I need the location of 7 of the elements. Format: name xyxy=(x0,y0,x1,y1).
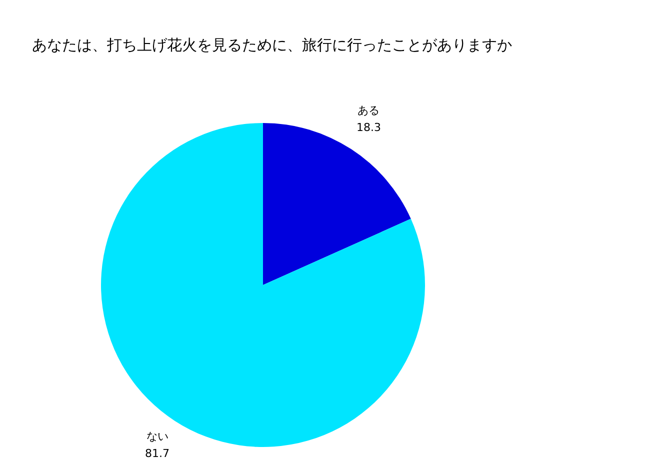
slice-label: ない xyxy=(146,430,168,444)
slice-label: ある xyxy=(358,104,380,117)
data-label: 18.3 xyxy=(356,120,381,134)
data-label: 81.7 xyxy=(145,447,170,460)
pie-slice xyxy=(101,123,425,447)
chart-title: あなたは、打ち上げ花火を見るために、旅行に行ったことがありますか xyxy=(32,36,512,54)
pie-slice xyxy=(263,123,411,285)
